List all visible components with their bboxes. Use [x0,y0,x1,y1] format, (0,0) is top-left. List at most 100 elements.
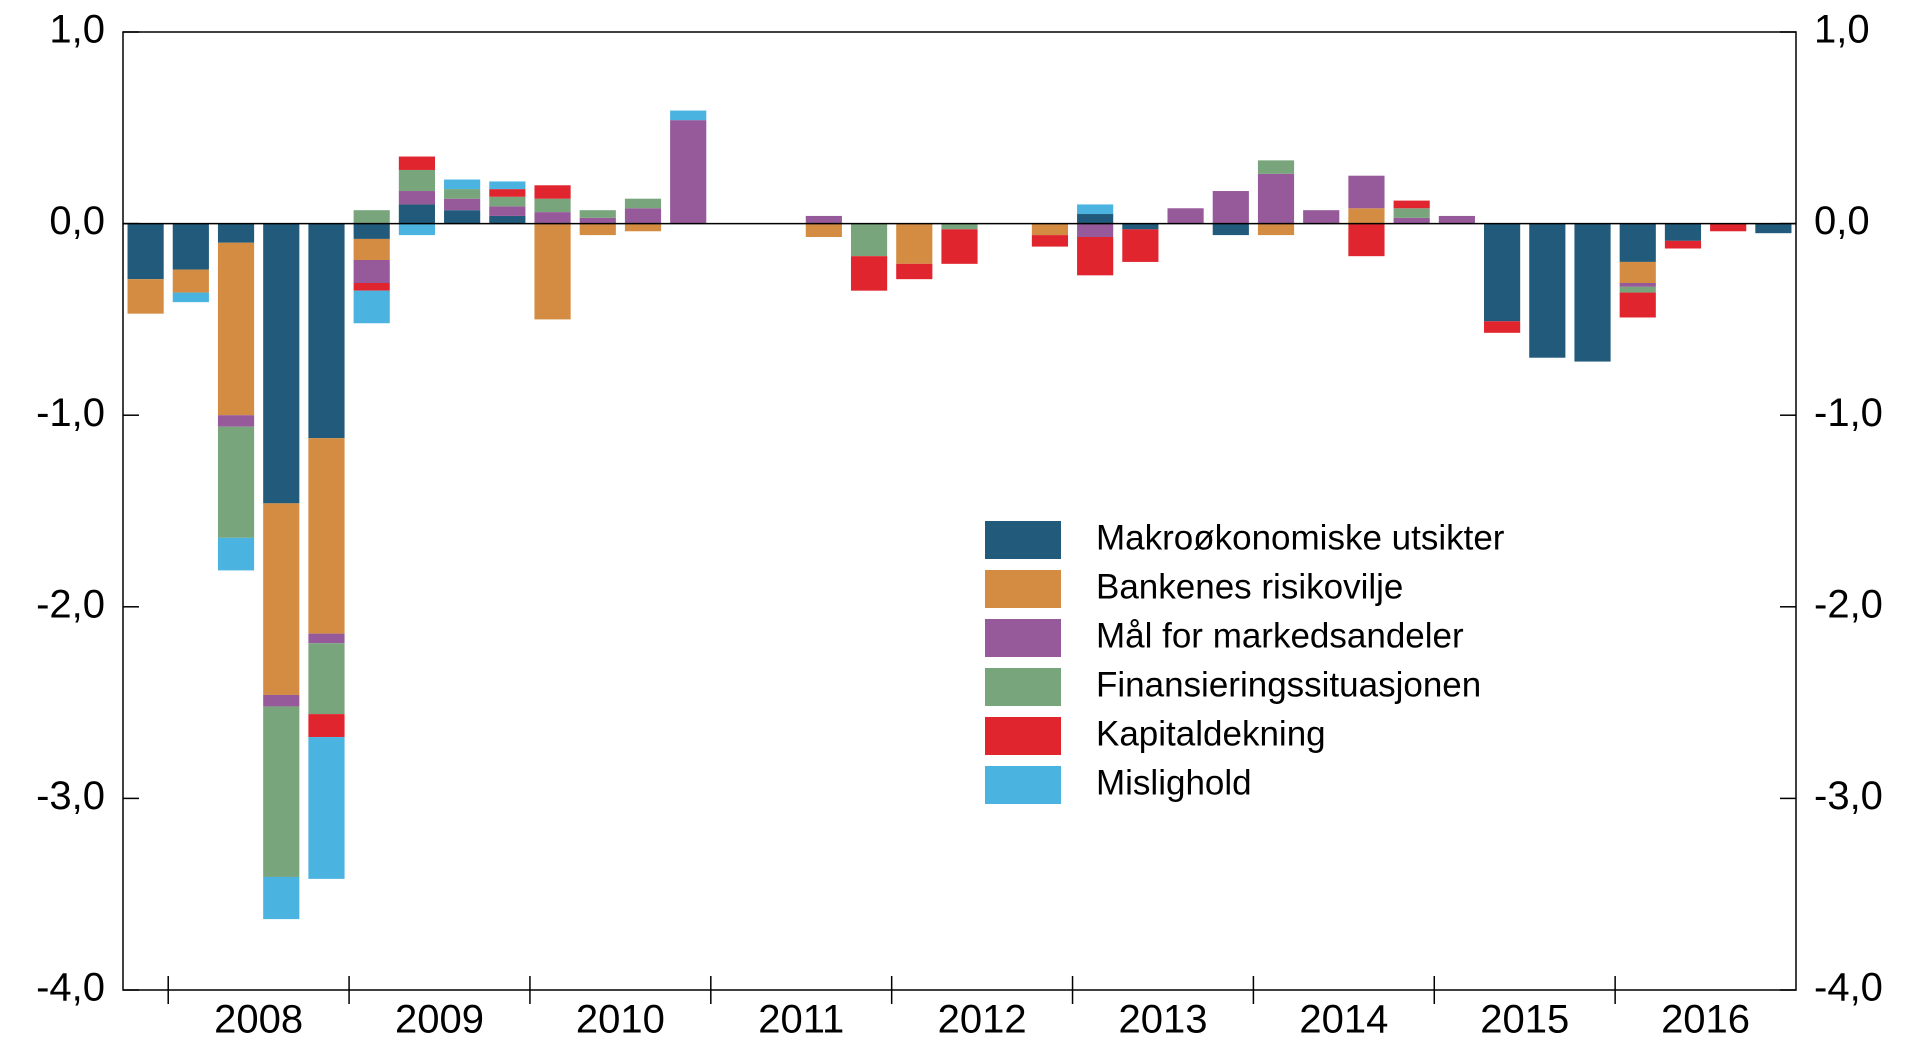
bar-segment [1077,204,1114,215]
legend-label: Kapitaldekning [1096,714,1326,753]
bar-segment [217,242,255,416]
legend-label: Mislighold [1096,763,1252,802]
y-tick-label: -4,0 [36,966,105,1010]
bar-segment [850,256,888,291]
bar-segment [534,198,571,213]
bar-segment [1619,282,1656,287]
bar-segment [534,223,571,320]
bar-segment [127,279,164,314]
bar-segment [308,223,345,439]
bar-segment [624,208,662,224]
bar-segment [1348,208,1385,224]
bar-segment [1664,223,1702,241]
bar-segment [489,189,526,197]
legend-swatch [985,570,1061,608]
bar-segment [670,120,707,224]
bar-segment [172,292,209,303]
bar-segment [217,537,255,571]
bar-segment [534,185,571,199]
bar-segment [398,156,435,170]
y2-tick-label: -2,0 [1814,582,1883,626]
y2-tick-label: -4,0 [1814,966,1883,1010]
bar-segment [579,210,616,218]
bar-segment [1348,223,1385,257]
bar-segment [263,503,300,695]
bar-segment [1257,173,1295,224]
y2-tick-label: 1,0 [1814,8,1870,52]
bar-segment [579,217,616,224]
bar-segment [398,191,435,205]
bar-segment [353,223,390,239]
bar-segment [398,169,435,192]
bar-segment [1664,240,1702,249]
bar-segment [1619,223,1656,262]
bar-segment [263,876,300,920]
bar-segment [353,260,390,283]
bar-segment [1077,214,1114,224]
legend-swatch [985,521,1061,559]
legend-label: Bankenes risikovilje [1096,567,1403,606]
bar-segment [670,110,707,121]
y-tick-label: 0,0 [49,199,105,243]
y2-tick-label: 0,0 [1814,199,1870,243]
bar-segment [353,238,390,261]
bar-segment [444,210,481,224]
bar-segment [489,215,526,224]
bar-segment [353,290,390,324]
x-tick-label: 2014 [1299,998,1388,1040]
x-tick-label: 2011 [758,998,844,1040]
x-tick-label: 2009 [395,998,484,1040]
bar-segment [398,204,435,224]
bar-segment [1031,223,1069,236]
legend-swatch [985,766,1061,804]
bar-segment [1257,223,1295,236]
bar-segment [534,212,571,224]
bar-segment [1574,223,1611,362]
bar-segment [444,198,481,211]
x-tick-label: 2008 [214,998,303,1040]
legend-label: Mål for markedsandeler [1096,616,1464,655]
bar-segment [941,223,978,230]
bar-segment [127,223,164,280]
y-tick-label: -1,0 [36,391,105,435]
bar-segment [1077,237,1114,276]
bar-segment [1484,321,1521,333]
bar-segment [489,196,526,207]
x-tick-label: 2013 [1118,998,1207,1040]
bar-segment [1393,208,1430,218]
bar-segment [1122,229,1159,262]
bar-segment [1348,175,1385,209]
bar-segment [1257,160,1295,174]
bar-segment [398,223,435,236]
bar-segment [489,206,526,216]
bar-segment [217,426,255,538]
bar-segment [353,282,390,291]
bar-segment [896,263,933,280]
bar-segment [896,223,933,264]
bar-segment [1031,235,1069,247]
legend-swatch [985,668,1061,706]
bar-segment [172,269,209,293]
bar-segment [217,223,255,243]
bar-segment [308,438,345,634]
bar-segment [941,229,978,264]
y2-tick-label: -3,0 [1814,774,1883,818]
x-tick-label: 2016 [1661,998,1750,1040]
bar-segment [1212,191,1249,224]
bar-segment [444,189,481,199]
x-tick-label: 2010 [576,998,665,1040]
bar-segment [353,210,390,224]
bar-segment [308,737,345,879]
x-tick-label: 2015 [1480,998,1569,1040]
bar-segment [1393,217,1430,224]
bar-segment [579,223,616,236]
bar-segment [1077,223,1114,238]
bar-segment [850,223,888,257]
bar-segment [1710,223,1747,232]
bar-segment [172,223,209,270]
bar-segment [1619,292,1656,318]
legend-label: Finansieringssituasjonen [1096,665,1481,704]
bar-segment [1122,223,1159,230]
bar-segment [308,643,345,715]
